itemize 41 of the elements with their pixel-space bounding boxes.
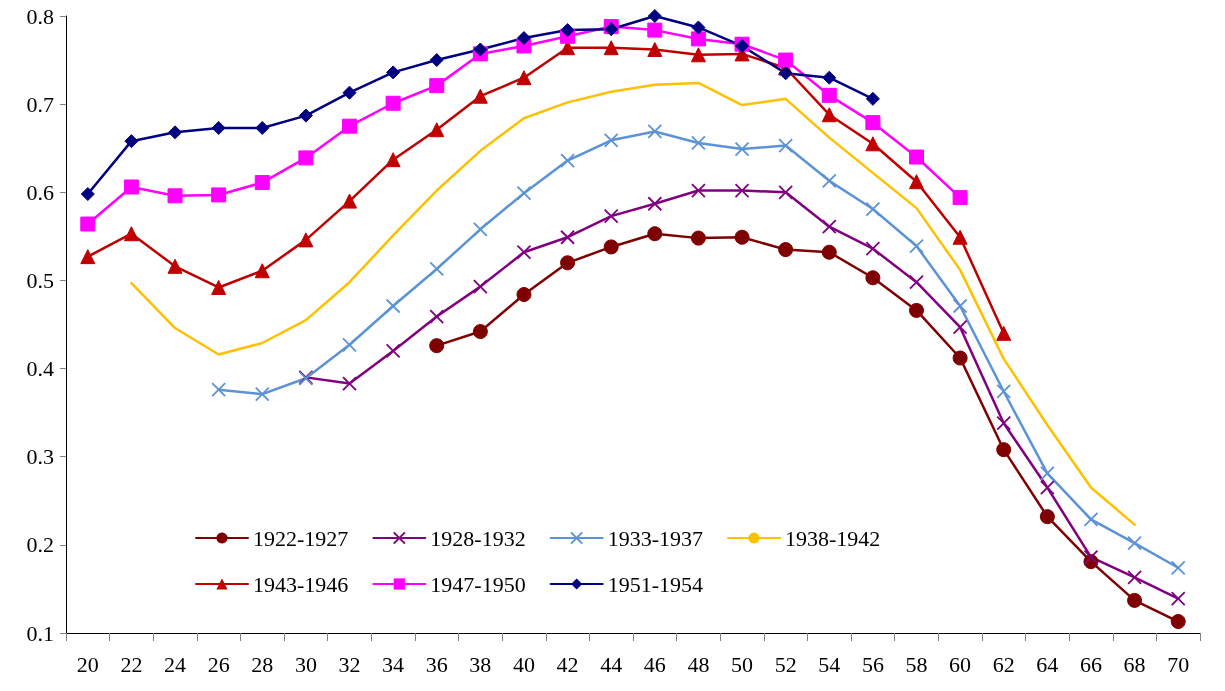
x-tick-label: 60 [949,651,972,677]
x-tick-label: 30 [294,651,317,677]
y-tick-label: 0.6 [26,179,54,205]
x-tick-label: 34 [382,651,405,677]
x-tick-label: 52 [774,651,797,677]
x-tick-label: 20 [76,651,99,677]
y-tick-label: 0.3 [26,444,54,470]
legend-label: 1933-1937 [607,525,703,551]
x-tick-label: 24 [164,651,187,677]
x-tick-label: 58 [905,651,928,677]
y-tick-label: 0.5 [26,267,54,293]
x-tick-label: 36 [425,651,448,677]
y-tick-label: 0.8 [26,3,54,29]
x-tick-label: 62 [992,651,1015,677]
x-tick-label: 44 [600,651,623,677]
x-tick-label: 32 [338,651,361,677]
x-tick-label: 54 [818,651,841,677]
legend-label: 1951-1954 [607,571,703,597]
x-tick-label: 40 [512,651,535,677]
x-tick-label: 42 [556,651,579,677]
x-tick-label: 46 [643,651,666,677]
y-tick-label: 0.2 [26,532,54,558]
legend-label: 1943-1946 [253,571,349,597]
legend-label: 1928-1932 [430,525,526,551]
x-tick-label: 26 [207,651,230,677]
x-tick-label: 70 [1167,651,1190,677]
x-tick-label: 48 [687,651,710,677]
x-tick-label: 64 [1036,651,1059,677]
x-tick-label: 66 [1079,651,1102,677]
y-tick-label: 0.4 [26,356,54,382]
x-tick-label: 50 [731,651,754,677]
x-tick-label: 38 [469,651,492,677]
y-tick-label: 0.7 [26,91,54,117]
legend-label: 1922-1927 [253,525,349,551]
x-tick-label: 22 [120,651,143,677]
x-tick-label: 56 [861,651,884,677]
legend-label: 1947-1950 [430,571,526,597]
legend-label: 1938-1942 [784,525,881,551]
y-tick-label: 0.1 [26,620,54,646]
x-tick-label: 68 [1123,651,1146,677]
x-tick-label: 28 [251,651,274,677]
